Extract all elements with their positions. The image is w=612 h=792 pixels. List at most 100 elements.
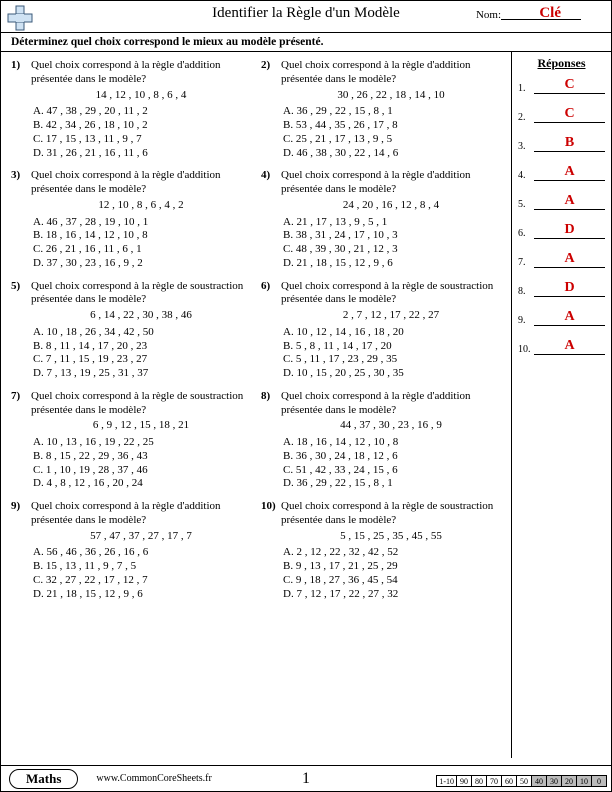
question-option: A. 56 , 46 , 36 , 26 , 16 , 6 — [33, 546, 251, 560]
question-prompt: Quel choix correspond à la règle de sous… — [281, 280, 501, 308]
question-body: Quel choix correspond à la règle de sous… — [31, 390, 251, 491]
question-prompt: Quel choix correspond à la règle d'addit… — [31, 500, 251, 528]
question-option: A. 21 , 17 , 13 , 9 , 5 , 1 — [283, 216, 501, 230]
answer-number: 10. — [518, 344, 534, 355]
question-sequence: 30 , 26 , 22 , 18 , 14 , 10 — [281, 89, 501, 103]
answer-line: D — [534, 222, 605, 239]
question-body: Quel choix correspond à la règle d'addit… — [31, 500, 251, 601]
question-option: A. 2 , 12 , 22 , 32 , 42 , 52 — [283, 546, 501, 560]
answer-line: A — [534, 251, 605, 268]
question-body: Quel choix correspond à la règle d'addit… — [31, 59, 251, 160]
question-option: D. 36 , 29 , 22 , 15 , 8 , 1 — [283, 477, 501, 491]
answer-value: A — [534, 251, 605, 267]
question-option: D. 10 , 15 , 20 , 25 , 30 , 35 — [283, 367, 501, 381]
answer-value: C — [534, 106, 605, 122]
question-option: A. 46 , 37 , 28 , 19 , 10 , 1 — [33, 216, 251, 230]
question-number: 9) — [11, 500, 31, 601]
question-sequence: 57 , 47 , 37 , 27 , 17 , 7 — [31, 530, 251, 544]
question-option: B. 38 , 31 , 24 , 17 , 10 , 3 — [283, 229, 501, 243]
answer-row: 2. C — [518, 106, 605, 123]
answer-line: A — [534, 309, 605, 326]
question-option: C. 5 , 11 , 17 , 23 , 29 , 35 — [283, 353, 501, 367]
answer-line: D — [534, 280, 605, 297]
answer-row: 3. B — [518, 135, 605, 152]
question-body: Quel choix correspond à la règle de sous… — [281, 500, 501, 601]
question-option: D. 7 , 12 , 17 , 22 , 27 , 32 — [283, 588, 501, 602]
question-body: Quel choix correspond à la règle de sous… — [281, 280, 501, 381]
question-option: A. 36 , 29 , 22 , 15 , 8 , 1 — [283, 105, 501, 119]
question-body: Quel choix correspond à la règle de sous… — [31, 280, 251, 381]
answer-value: A — [534, 309, 605, 325]
score-range-label: 1-10 — [436, 775, 457, 787]
question-prompt: Quel choix correspond à la règle de sous… — [31, 390, 251, 418]
answer-row: 1. C — [518, 77, 605, 94]
question-option: D. 21 , 18 , 15 , 12 , 9 , 6 — [33, 588, 251, 602]
answer-number: 5. — [518, 199, 534, 210]
answer-key-label: Clé — [539, 5, 561, 22]
answer-line: C — [534, 77, 605, 94]
name-label: Nom: — [476, 9, 501, 21]
question-sequence: 6 , 9 , 12 , 15 , 18 , 21 — [31, 419, 251, 433]
question-option: A. 10 , 18 , 26 , 34 , 42 , 50 — [33, 326, 251, 340]
question-option: D. 46 , 38 , 30 , 22 , 14 , 6 — [283, 147, 501, 161]
header: Identifier la Règle d'un Modèle Nom: Clé — [1, 1, 611, 33]
question-option: C. 1 , 10 , 19 , 28 , 37 , 46 — [33, 464, 251, 478]
score-cell: 40 — [532, 775, 547, 787]
worksheet-page: Identifier la Règle d'un Modèle Nom: Clé… — [0, 0, 612, 792]
answer-value: A — [534, 193, 605, 209]
question: 10) Quel choix correspond à la règle de … — [257, 497, 507, 607]
question-option: A. 10 , 13 , 16 , 19 , 22 , 25 — [33, 436, 251, 450]
answer-number: 2. — [518, 112, 534, 123]
question: 4) Quel choix correspond à la règle d'ad… — [257, 166, 507, 276]
question-option: D. 31 , 26 , 21 , 16 , 11 , 6 — [33, 147, 251, 161]
question-option: B. 18 , 16 , 14 , 12 , 10 , 8 — [33, 229, 251, 243]
answer-row: 8. D — [518, 280, 605, 297]
question-number: 10) — [261, 500, 281, 601]
question-option: B. 42 , 34 , 26 , 18 , 10 , 2 — [33, 119, 251, 133]
score-cell: 60 — [502, 775, 517, 787]
question: 2) Quel choix correspond à la règle d'ad… — [257, 56, 507, 166]
question-sequence: 2 , 7 , 12 , 17 , 22 , 27 — [281, 309, 501, 323]
question-sequence: 44 , 37 , 30 , 23 , 16 , 9 — [281, 419, 501, 433]
answer-line: A — [534, 193, 605, 210]
question-sequence: 12 , 10 , 8 , 6 , 4 , 2 — [31, 199, 251, 213]
score-cell: 30 — [547, 775, 562, 787]
answer-row: 7. A — [518, 251, 605, 268]
question-option: D. 4 , 8 , 12 , 16 , 20 , 24 — [33, 477, 251, 491]
answer-value: B — [534, 135, 605, 151]
question-option: A. 18 , 16 , 14 , 12 , 10 , 8 — [283, 436, 501, 450]
answer-row: 10. A — [518, 338, 605, 355]
score-cell: 0 — [592, 775, 607, 787]
question-option: D. 37 , 30 , 23 , 16 , 9 , 2 — [33, 257, 251, 271]
answer-number: 7. — [518, 257, 534, 268]
question-prompt: Quel choix correspond à la règle d'addit… — [281, 59, 501, 87]
answer-value: A — [534, 338, 605, 354]
question-number: 2) — [261, 59, 281, 160]
question-option: C. 7 , 11 , 15 , 19 , 23 , 27 — [33, 353, 251, 367]
score-cell: 10 — [577, 775, 592, 787]
answer-value: C — [534, 77, 605, 93]
question-option: C. 51 , 42 , 33 , 24 , 15 , 6 — [283, 464, 501, 478]
questions-column: 1) Quel choix correspond à la règle d'ad… — [1, 52, 511, 758]
answer-row: 9. A — [518, 309, 605, 326]
score-cell: 50 — [517, 775, 532, 787]
question-option: B. 8 , 15 , 22 , 29 , 36 , 43 — [33, 450, 251, 464]
score-cell: 20 — [562, 775, 577, 787]
answer-number: 8. — [518, 286, 534, 297]
score-cell: 90 — [457, 775, 472, 787]
score-strip: 1-109080706050403020100 — [436, 775, 607, 787]
question: 9) Quel choix correspond à la règle d'ad… — [7, 497, 257, 607]
answer-number: 1. — [518, 83, 534, 94]
main-area: 1) Quel choix correspond à la règle d'ad… — [1, 52, 611, 758]
question-option: D. 7 , 13 , 19 , 25 , 31 , 37 — [33, 367, 251, 381]
question-number: 1) — [11, 59, 31, 160]
question-prompt: Quel choix correspond à la règle d'addit… — [31, 169, 251, 197]
instruction: Déterminez quel choix correspond le mieu… — [1, 33, 611, 52]
question-sequence: 14 , 12 , 10 , 8 , 6 , 4 — [31, 89, 251, 103]
answer-value: D — [534, 222, 605, 238]
question-option: C. 17 , 15 , 13 , 11 , 9 , 7 — [33, 133, 251, 147]
question-option: B. 5 , 8 , 11 , 14 , 17 , 20 — [283, 340, 501, 354]
question-sequence: 24 , 20 , 16 , 12 , 8 , 4 — [281, 199, 501, 213]
question-option: B. 36 , 30 , 24 , 18 , 12 , 6 — [283, 450, 501, 464]
question-option: C. 9 , 18 , 27 , 36 , 45 , 54 — [283, 574, 501, 588]
